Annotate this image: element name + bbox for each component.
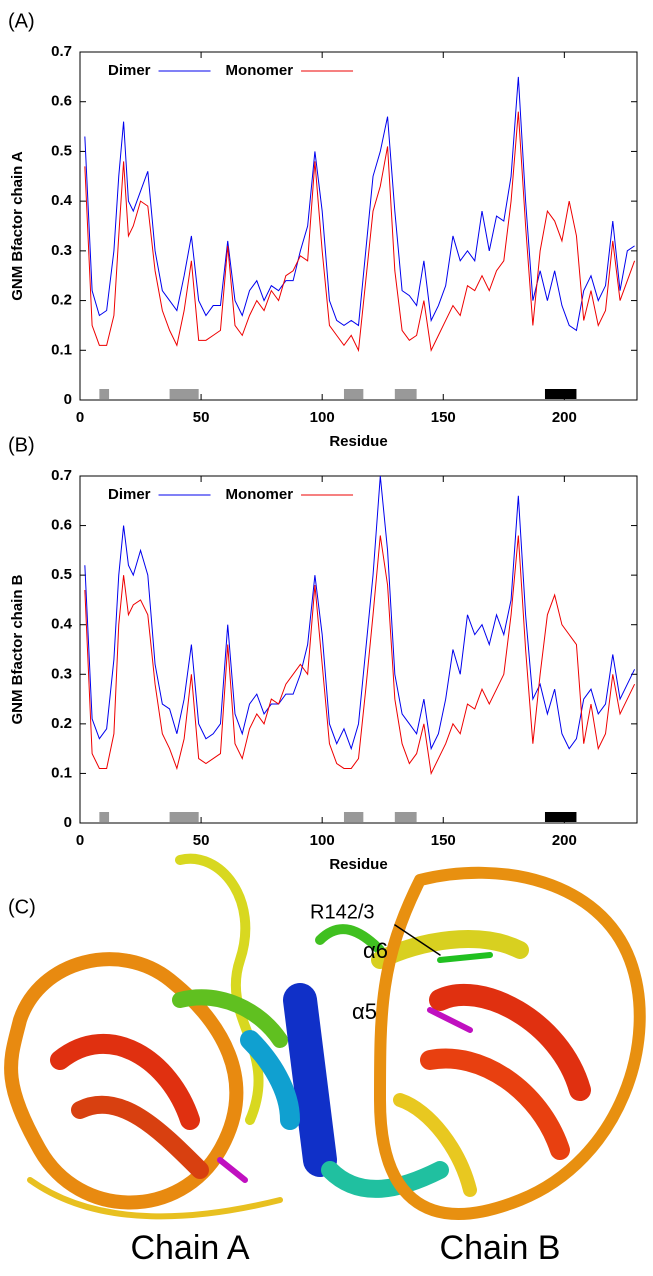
legend-label: Dimer xyxy=(108,486,151,503)
chain-label: Chain A xyxy=(130,1229,249,1267)
y-tick-label: 0.4 xyxy=(51,192,73,209)
y-tick-label: 0.3 xyxy=(51,665,72,682)
y-tick-label: 0 xyxy=(64,391,72,408)
region-band xyxy=(169,389,199,399)
region-band xyxy=(99,812,110,822)
x-tick-label: 0 xyxy=(76,409,84,426)
y-tick-label: 0.4 xyxy=(51,616,73,633)
y-axis-label: GNM Bfactor chain A xyxy=(9,151,26,301)
x-tick-label: 150 xyxy=(431,409,456,426)
annotation: α5 xyxy=(352,999,377,1024)
x-tick-label: 100 xyxy=(310,409,335,426)
legend-label: Monomer xyxy=(226,486,294,503)
panel-label: (C) xyxy=(8,896,36,918)
region-band xyxy=(169,812,199,822)
y-tick-label: 0.6 xyxy=(51,93,72,110)
data-line xyxy=(84,475,636,751)
x-tick-label: 100 xyxy=(310,832,335,849)
region-band xyxy=(394,812,417,822)
x-tick-label: 150 xyxy=(431,832,456,849)
region-band xyxy=(343,389,364,399)
x-tick-label: 50 xyxy=(193,832,210,849)
data-line xyxy=(84,111,636,353)
protein-structure xyxy=(4,853,646,1220)
y-tick-label: 0.2 xyxy=(51,292,72,309)
x-axis-label: Residue xyxy=(329,433,387,450)
chain-label: Chain B xyxy=(440,1229,561,1267)
data-line xyxy=(84,535,636,776)
y-tick-label: 0 xyxy=(64,814,72,831)
panel-label: (A) xyxy=(8,10,35,32)
region-band xyxy=(544,389,577,399)
x-tick-label: 50 xyxy=(193,409,210,426)
y-tick-label: 0.5 xyxy=(51,566,72,583)
y-tick-label: 0.7 xyxy=(51,467,72,484)
region-band xyxy=(394,389,417,399)
chart: (B) 0 0.1 0.2 0.3 0.4 0.5 0.6 0.7 0 50 100 150 200 Res… xyxy=(8,434,638,873)
y-tick-label: 0.3 xyxy=(51,242,72,259)
y-tick-label: 0.5 xyxy=(51,142,72,159)
x-tick-label: 0 xyxy=(76,832,84,849)
y-tick-label: 0.6 xyxy=(51,517,72,534)
x-tick-label: 200 xyxy=(552,832,577,849)
legend-label: Dimer xyxy=(108,62,151,79)
annotation: α6 xyxy=(363,938,388,963)
legend-label: Monomer xyxy=(226,62,294,79)
plot-frame xyxy=(79,475,638,824)
plot-frame xyxy=(79,51,638,401)
y-tick-label: 0.1 xyxy=(51,764,72,781)
panel-label: (B) xyxy=(8,434,35,456)
y-axis-label: GNM Bfactor chain B xyxy=(9,574,26,724)
annotation: R142/3 xyxy=(310,901,375,923)
y-tick-label: 0.7 xyxy=(51,43,72,60)
region-band xyxy=(343,812,364,822)
data-line xyxy=(84,76,635,332)
chart: (A) 0 0.1 0.2 0.3 0.4 0.5 0.6 0.7 0 50 100 150 200 Res… xyxy=(8,10,638,450)
region-band xyxy=(544,812,577,822)
y-tick-label: 0.1 xyxy=(51,341,72,358)
region-band xyxy=(99,389,110,399)
x-tick-label: 200 xyxy=(552,409,577,426)
x-axis-label: Residue xyxy=(329,856,387,873)
y-tick-label: 0.2 xyxy=(51,715,72,732)
